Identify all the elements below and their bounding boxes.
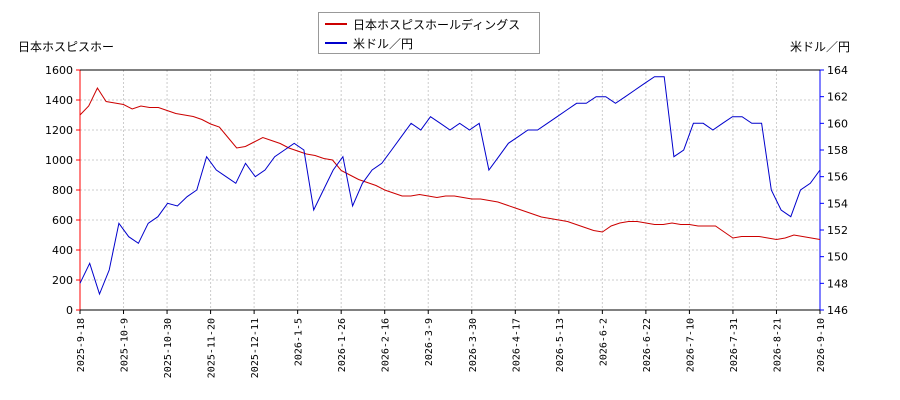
legend: 日本ホスピスホールディングス 米ドル／円 [318,12,540,54]
left-y-tick-label: 200 [52,274,73,287]
right-y-tick-label: 154 [827,197,848,210]
left-y-tick-label: 1600 [45,64,73,77]
x-tick-label: 2025-10-9 [120,318,131,372]
legend-label-right-series: 米ドル／円 [353,36,414,51]
x-tick-label: 2025-9-18 [76,318,87,372]
left-y-tick-label: 0 [66,304,73,317]
right-axis-title: 米ドル／円 [789,40,850,54]
left-y-tick-label: 1200 [45,124,73,137]
left-y-tick-label: 1000 [45,154,73,167]
x-tick-label: 2026-2-16 [381,318,392,372]
x-tick-label: 2026-7-31 [729,318,740,372]
x-tick-label: 2026-6-22 [642,318,653,372]
x-tick-label: 2026-5-13 [555,318,566,372]
left-y-tick-label: 400 [52,244,73,257]
x-tick-label: 2025-10-30 [163,318,174,378]
right-y-tick-label: 148 [827,277,848,290]
left-axis-title: 日本ホスピスホー [18,40,115,54]
legend-item-left-series: 日本ホスピスホールディングス [325,15,520,33]
right-y-tick-label: 152 [827,224,848,237]
x-tick-label: 2026-3-30 [468,318,479,372]
x-tick-label: 2026-7-10 [685,318,696,372]
right-y-tick-label: 150 [827,251,848,264]
right-y-tick-label: 156 [827,171,848,184]
right-y-tick-label: 164 [827,64,848,77]
x-tick-label: 2026-9-10 [816,318,827,372]
legend-line-right-series [325,42,347,44]
left-y-tick-label: 600 [52,214,73,227]
right-y-tick-label: 160 [827,117,848,130]
series-line-left [79,86,821,241]
series-line-right [79,76,821,296]
right-y-tick-label: 158 [827,144,848,157]
x-tick-label: 2025-11-20 [207,318,218,378]
x-tick-label: 2026-6-2 [598,318,609,366]
right-y-tick-label: 146 [827,304,848,317]
legend-line-left-series [325,23,347,25]
left-y-tick-label: 800 [52,184,73,197]
x-tick-label: 2026-8-21 [772,318,783,372]
legend-label-left-series: 日本ホスピスホールディングス [353,17,521,32]
x-tick-label: 2025-12-11 [250,318,261,378]
x-tick-label: 2026-1-5 [294,318,305,366]
x-tick-label: 2026-4-17 [511,318,522,372]
left-y-tick-label: 1400 [45,94,73,107]
x-tick-label: 2026-3-9 [424,318,435,366]
legend-item-right-series: 米ドル／円 [325,34,413,52]
x-tick-label: 2026-1-26 [337,318,348,372]
right-y-tick-label: 162 [827,91,848,104]
